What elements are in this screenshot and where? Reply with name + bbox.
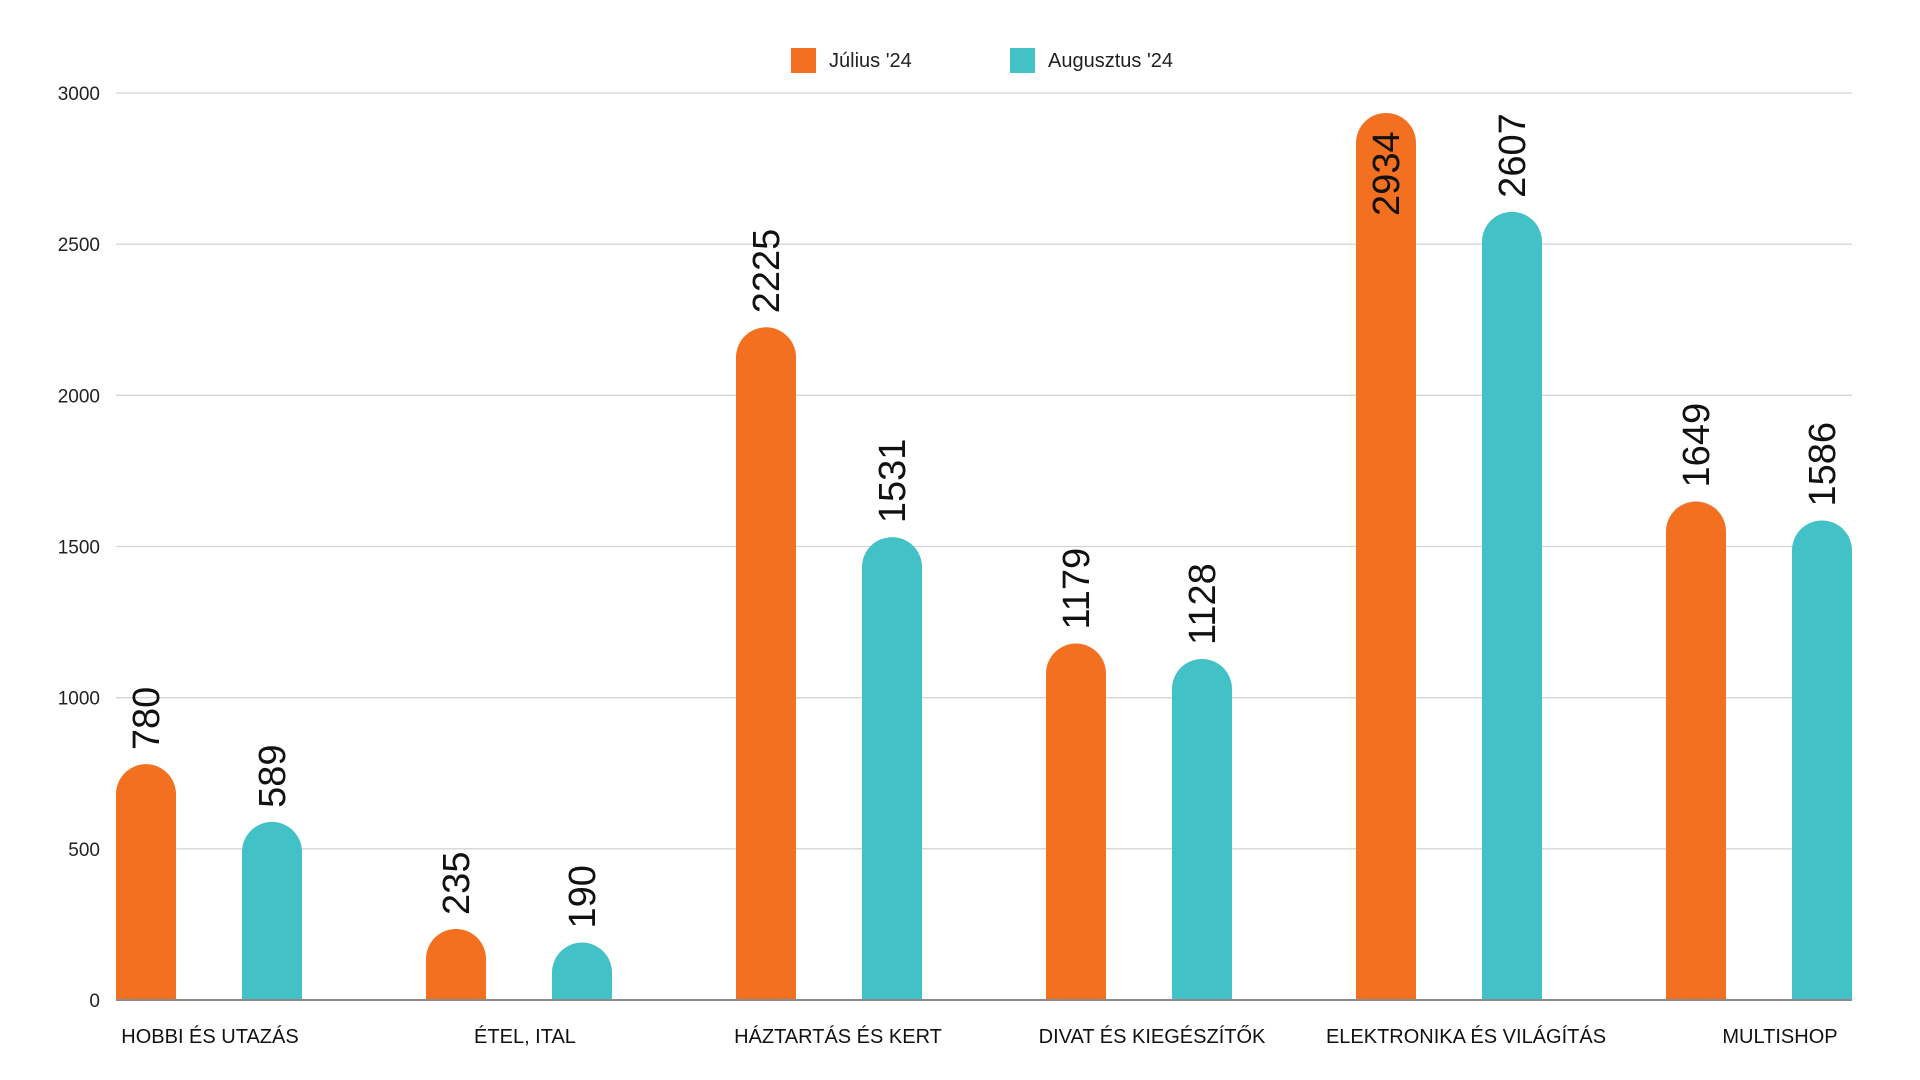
- x-category-label: ELEKTRONIKA ÉS VILÁGÍTÁS: [1326, 1025, 1606, 1048]
- data-label: 780: [126, 687, 168, 750]
- bar-augusztus: [1482, 211, 1542, 1000]
- data-label: 1179: [1056, 548, 1098, 630]
- bar-augusztus: [552, 942, 612, 1000]
- bar-julius: [736, 327, 796, 1000]
- x-category-label: MULTISHOP: [1722, 1026, 1837, 1048]
- x-category-label: HOBBI ÉS UTAZÁS: [121, 1025, 298, 1048]
- y-tick-label: 1000: [58, 689, 100, 710]
- bar-augusztus: [242, 821, 302, 1000]
- bar-julius: [1046, 643, 1106, 1000]
- y-tick-label: 2000: [58, 386, 100, 407]
- bar-augusztus: [862, 537, 922, 1000]
- legend-label: Augusztus '24: [1048, 50, 1173, 72]
- bar-julius: [1666, 501, 1726, 1000]
- gridlines: [116, 92, 1852, 850]
- x-axis-categories: HOBBI ÉS UTAZÁS ÉTEL, ITAL HÁZTARTÁS ÉS KE…: [121, 1025, 1837, 1048]
- data-label: 235: [436, 852, 478, 915]
- data-label: 1128: [1182, 563, 1224, 645]
- bars: [116, 112, 1852, 1001]
- y-tick-label: 0: [89, 991, 100, 1012]
- x-category-label: ÉTEL, ITAL: [474, 1025, 576, 1048]
- bar-augusztus: [1792, 520, 1852, 1000]
- y-tick-label: 2500: [58, 235, 100, 256]
- x-category-label: DIVAT ÉS KIEGÉSZÍTŐK: [1039, 1025, 1266, 1048]
- data-label: 2607: [1492, 113, 1534, 198]
- y-axis-ticks: 0 500 1000 1500 2000 2500 3000: [58, 84, 100, 1012]
- legend-label: Július '24: [829, 50, 912, 72]
- data-label: 1649: [1676, 403, 1718, 488]
- x-category-label: HÁZTARTÁS ÉS KERT: [734, 1025, 942, 1048]
- bar-julius: [1356, 112, 1416, 1001]
- data-label: 589: [252, 745, 294, 808]
- legend-swatch: [1010, 48, 1035, 73]
- data-label: 190: [562, 865, 604, 928]
- data-labels: 780 589 235 190 2225 1531 1179 1128 2934 2607 1649…: [126, 113, 1844, 928]
- data-label: 1531: [872, 439, 914, 524]
- bar-julius: [116, 764, 176, 1000]
- legend-swatch: [791, 48, 816, 73]
- bar-augusztus: [1172, 658, 1232, 1000]
- y-tick-label: 500: [68, 840, 100, 861]
- data-label: 1586: [1802, 422, 1844, 507]
- y-tick-label: 3000: [58, 84, 100, 105]
- data-label: 2225: [746, 229, 788, 314]
- bar-julius: [426, 928, 486, 1000]
- legend: Július '24 Augusztus '24: [791, 48, 1173, 73]
- y-tick-label: 1500: [58, 538, 100, 559]
- data-label: 2934: [1366, 131, 1408, 216]
